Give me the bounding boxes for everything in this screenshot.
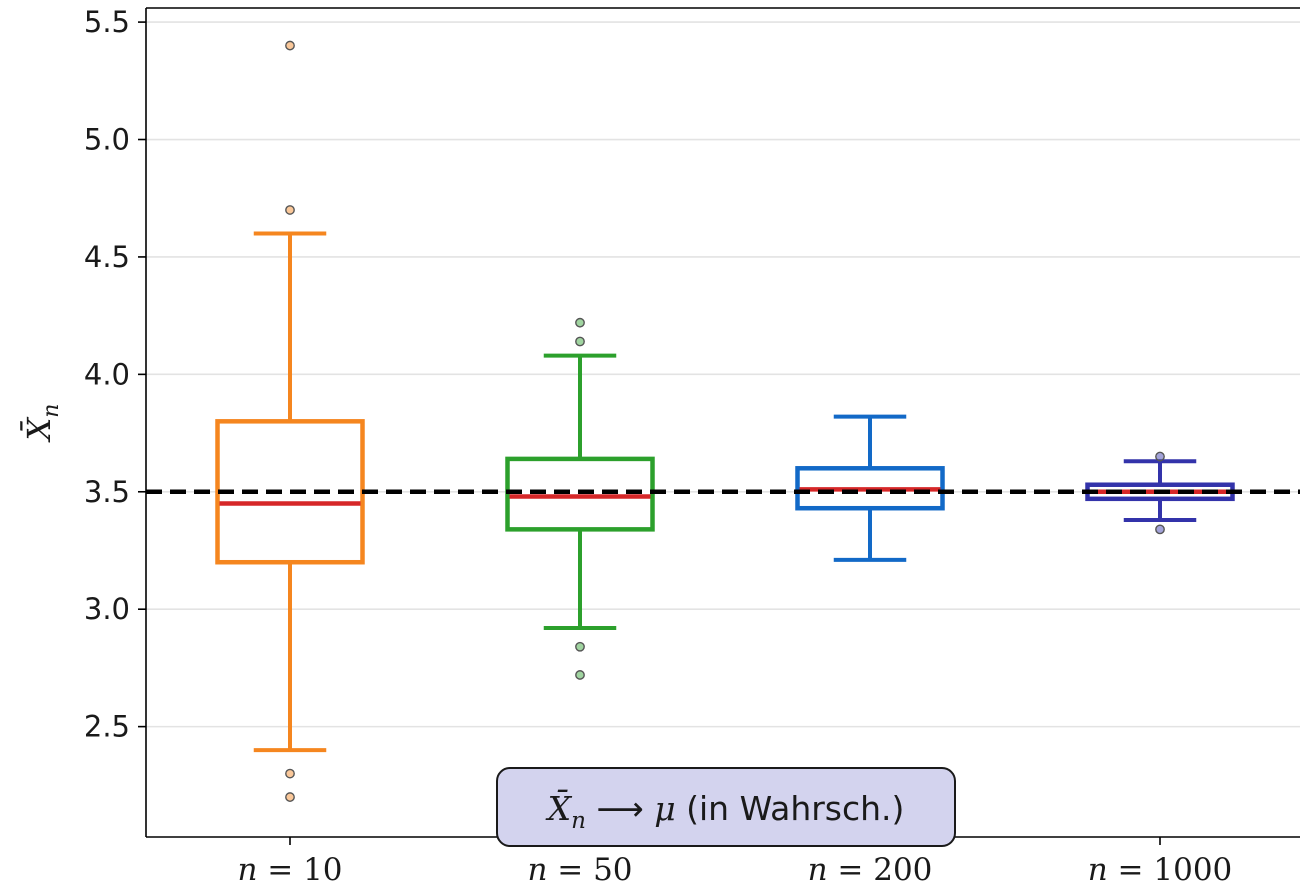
- outlier-point: [575, 670, 585, 680]
- x-tick-label: n = 50: [527, 852, 632, 888]
- y-tick-label: 5.0: [84, 123, 130, 157]
- box-body: [505, 456, 655, 532]
- box-2: [505, 317, 655, 680]
- outlier-point: [285, 40, 295, 51]
- boxes-group: [215, 40, 1235, 802]
- x-tick-label: n = 200: [808, 852, 933, 888]
- outlier-point: [575, 336, 585, 347]
- outlier-point: [575, 641, 585, 652]
- box-1: [215, 40, 365, 802]
- x-tick-label: n = 10: [237, 852, 342, 888]
- y-tick-label: 3.0: [84, 592, 130, 626]
- y-tick-label: 4.5: [84, 240, 130, 274]
- y-tick-label: 4.0: [84, 357, 130, 391]
- y-tick-label: 5.5: [84, 5, 130, 39]
- x-ticks: n = 10 n = 50 n = 200 n = 1000: [237, 837, 1232, 888]
- y-ticks: 2.5 3.0 3.5 4.0 4.5 5.0 5.5: [84, 5, 146, 744]
- outlier-point: [1155, 524, 1165, 535]
- y-tick-label: 3.5: [84, 475, 130, 509]
- outlier-point: [285, 792, 295, 802]
- y-tick-label: 2.5: [84, 710, 130, 744]
- outlier-point: [285, 768, 295, 779]
- x-tick-label: n = 1000: [1088, 852, 1233, 888]
- annotation-box: X̄n ⟶ μ (in Wahrsch.): [496, 767, 956, 847]
- y-axis-label: X̄n: [20, 404, 64, 444]
- grid-lines: [146, 21, 1300, 728]
- box-3: [795, 414, 945, 562]
- annotation-text: X̄n ⟶ μ (in Wahrsch.): [545, 788, 905, 834]
- outlier-point: [285, 205, 295, 215]
- annotation-background: [496, 767, 956, 847]
- outlier-point: [1155, 451, 1165, 462]
- outlier-point: [575, 317, 585, 328]
